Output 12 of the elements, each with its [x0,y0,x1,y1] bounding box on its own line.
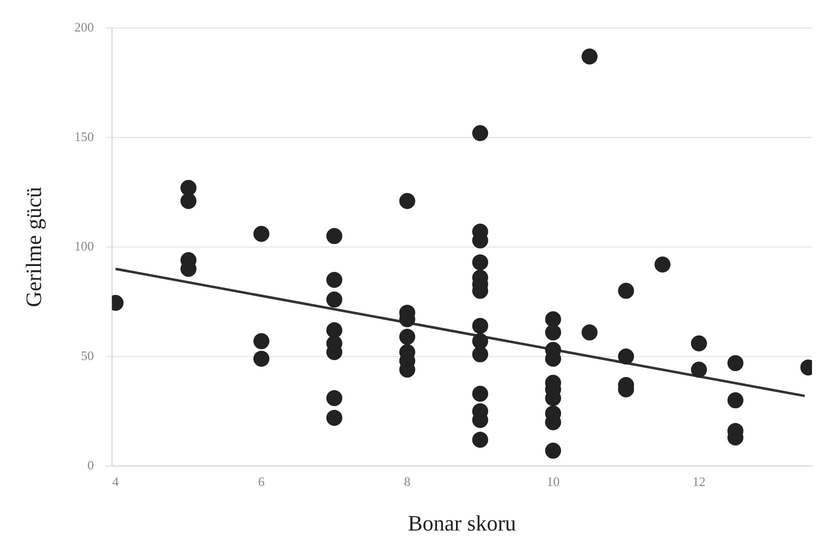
y-tick-label: 0 [87,457,94,472]
y-axis-title: Gerilme gücü [20,186,46,308]
y-tick-label: 150 [74,128,94,144]
x-tick-label: 4 [112,474,120,490]
y-tick-label: 200 [74,19,94,34]
x-tick-label: 8 [404,474,411,490]
x-tick-label: 10 [546,474,560,490]
x-tick-label: 6 [258,474,266,490]
y-tick-label: 50 [80,348,94,363]
y-tick-label: 100 [74,238,94,254]
x-axis-title: Bonar skoru [408,510,516,536]
x-tick-label: 12 [692,474,706,490]
